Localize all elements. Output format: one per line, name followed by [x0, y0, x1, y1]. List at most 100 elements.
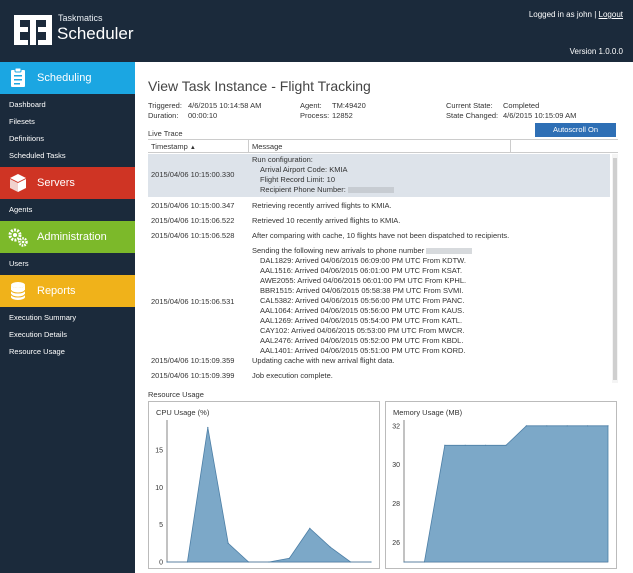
top-bar: Taskmatics Scheduler Logged in as john |… [0, 0, 633, 62]
state-value: Completed [503, 101, 540, 110]
sidebar-section-scheduling[interactable]: Scheduling [0, 62, 135, 94]
message-line: Arrival Airport Code: KMIA [260, 165, 348, 174]
sidebar-item-users[interactable]: Users [9, 259, 29, 268]
sidebar-item-execution-summary[interactable]: Execution Summary [9, 313, 77, 322]
sidebar-section-servers[interactable]: Servers [0, 167, 135, 199]
process-label: Process: [300, 111, 330, 120]
message-line: AAL1401: Arrived 04/06/2015 05:51:00 PM … [260, 346, 466, 355]
cpu-usage-panel: CPU Usage (%) 0 5 10 15 [148, 401, 380, 569]
data-point [403, 561, 405, 563]
trace-scrollbar[interactable] [612, 154, 618, 383]
sidebar-section-administration[interactable]: Administration [0, 221, 135, 253]
message-line: Flight Record Limit: 10 [260, 175, 336, 184]
sidebar-section-reports[interactable]: Reports [0, 275, 135, 307]
state-changed-value: 4/6/2015 10:15:09 AM [503, 111, 577, 120]
row-timestamp: 2015/04/06 10:15:06.531 [151, 297, 235, 306]
data-point [248, 561, 250, 563]
sidebar-item-resource-usage[interactable]: Resource Usage [9, 347, 65, 356]
data-point [525, 425, 527, 427]
trace-row[interactable]: 2015/04/06 10:15:00.330 Run configuratio… [148, 154, 610, 197]
data-point [546, 425, 548, 427]
data-point [186, 561, 188, 563]
y-tick-label: 32 [392, 423, 400, 430]
memory-chart-title: Memory Usage (MB) [393, 408, 463, 417]
page-title: View Task Instance - Flight Tracking [148, 78, 371, 94]
message-line: DAL1829: Arrived 04/06/2015 06:09:00 PM … [260, 256, 466, 265]
data-point [607, 425, 609, 427]
user-info: Logged in as john | Logout [529, 10, 623, 19]
row-timestamp: 2015/04/06 10:15:00.330 [151, 170, 235, 179]
cpu-chart-title: CPU Usage (%) [156, 408, 210, 417]
sidebar-section-label: Scheduling [37, 72, 92, 84]
brand-company: Taskmatics [58, 13, 103, 23]
sidebar-item-filesets[interactable]: Filesets [9, 117, 35, 126]
message-line: Run configuration: [252, 155, 313, 164]
trace-row[interactable]: 2015/04/06 10:15:09.399 Job execution co… [148, 371, 610, 383]
sidebar-item-dashboard[interactable]: Dashboard [9, 100, 46, 109]
message-line: Sending the following new arrivals to ph… [252, 246, 473, 256]
sidebar-item-scheduled-tasks[interactable]: Scheduled Tasks [9, 151, 66, 160]
clipboard-icon [7, 67, 29, 89]
data-point [166, 561, 168, 563]
trace-row[interactable]: 2015/04/06 10:15:09.359 Updating cache w… [148, 356, 610, 368]
sidebar-item-agents[interactable]: Agents [9, 205, 33, 214]
data-point [350, 561, 352, 563]
sidebar-section-label: Reports [37, 285, 76, 297]
resource-usage-label: Resource Usage [148, 390, 204, 399]
message-line: AAL1269: Arrived 04/06/2015 05:54:00 PM … [260, 316, 463, 325]
data-point [587, 425, 589, 427]
scrollbar-thumb[interactable] [613, 158, 617, 380]
sidebar-section-label: Administration [37, 231, 107, 243]
agent-value: TM:49420 [332, 101, 366, 110]
redacted-phone [347, 187, 394, 194]
message-line: BBR1515: Arrived 04/06/2015 05:58:38 PM … [260, 286, 464, 295]
live-trace-table: Timestamp ▲ Message 2015/04/06 10:15:00.… [148, 139, 618, 384]
message-line: AWE2055: Arrived 04/06/2015 06:01:00 PM … [260, 276, 467, 285]
data-point [309, 527, 311, 529]
row-message: Run configuration: Arrival Airport Code:… [252, 155, 394, 195]
taskmatics-logo-icon [14, 15, 52, 45]
sidebar: Scheduling Dashboard Filesets Definition… [0, 62, 135, 573]
data-point [485, 444, 487, 446]
data-point [329, 546, 331, 548]
row-timestamp: 2015/04/06 10:15:00.347 [151, 201, 235, 210]
autoscroll-button[interactable]: Autoscroll On [535, 123, 616, 137]
trace-row[interactable]: 2015/04/06 10:15:06.531 Sending the foll… [148, 246, 610, 355]
state-changed-label: State Changed: [446, 111, 499, 120]
trace-row[interactable]: 2015/04/06 10:15:00.347 Retrieving recen… [148, 201, 610, 213]
row-timestamp: 2015/04/06 10:15:09.399 [151, 371, 235, 380]
row-timestamp: 2015/04/06 10:15:06.528 [151, 231, 235, 240]
triggered-value: 4/6/2015 10:14:58 AM [188, 101, 262, 110]
sort-ascending-icon: ▲ [189, 145, 196, 151]
main-content: View Task Instance - Flight Tracking Tri… [135, 62, 633, 573]
row-message: Updating cache with new arrival flight d… [252, 356, 395, 365]
duration-label: Duration: [148, 111, 179, 120]
logged-in-text: Logged in as john [528, 10, 592, 19]
trace-row[interactable]: 2015/04/06 10:15:06.522 Retrieved 10 rec… [148, 216, 610, 228]
state-label: Current State: [446, 101, 493, 110]
row-timestamp: 2015/04/06 10:15:09.359 [151, 356, 235, 365]
row-message: Job execution complete. [252, 371, 333, 380]
message-line: AAL1064: Arrived 04/06/2015 05:56:00 PM … [260, 306, 465, 315]
data-point [288, 557, 290, 559]
logout-link[interactable]: Logout [598, 10, 623, 19]
sidebar-item-execution-details[interactable]: Execution Details [9, 330, 67, 339]
data-point [207, 426, 209, 429]
triggered-label: Triggered: [148, 101, 182, 110]
col-message-header[interactable]: Message [252, 142, 283, 151]
data-point [444, 444, 446, 446]
data-point [227, 542, 229, 544]
trace-header: Timestamp ▲ Message [148, 140, 618, 153]
memory-usage-chart: 26 28 30 32 [392, 420, 609, 563]
brand-product: Scheduler [57, 24, 134, 43]
data-point [505, 444, 507, 446]
trace-row[interactable]: 2015/04/06 10:15:06.528 After comparing … [148, 231, 610, 243]
data-point [464, 444, 466, 446]
usage-area-series [404, 425, 609, 563]
col-timestamp-header[interactable]: Timestamp ▲ [151, 142, 196, 151]
message-line: AAL1516: Arrived 04/06/2015 06:01:00 PM … [260, 266, 463, 275]
message-line: AAL2476: Arrived 04/06/2015 05:52:00 PM … [260, 336, 464, 345]
y-tick-label: 28 [392, 501, 400, 508]
database-icon [7, 280, 29, 302]
sidebar-item-definitions[interactable]: Definitions [9, 134, 45, 143]
